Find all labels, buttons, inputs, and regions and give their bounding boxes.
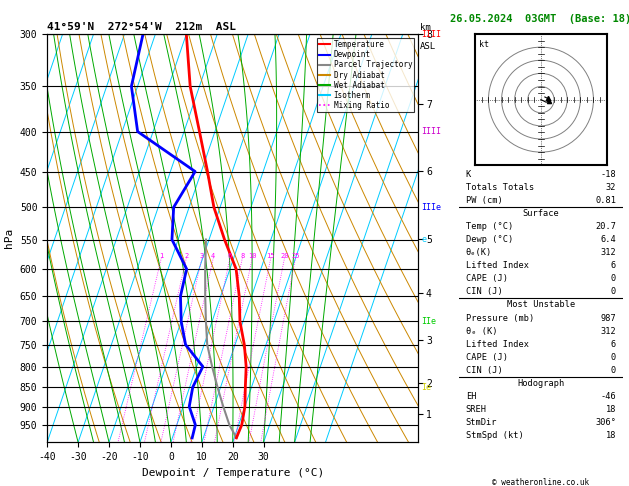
Text: 6: 6 bbox=[611, 340, 616, 348]
Text: 0.81: 0.81 bbox=[595, 196, 616, 205]
Text: kt: kt bbox=[479, 40, 489, 49]
Text: CAPE (J): CAPE (J) bbox=[465, 353, 508, 362]
Text: 26.05.2024  03GMT  (Base: 18): 26.05.2024 03GMT (Base: 18) bbox=[450, 14, 629, 24]
Text: © weatheronline.co.uk: © weatheronline.co.uk bbox=[493, 478, 589, 486]
Text: PW (cm): PW (cm) bbox=[465, 196, 503, 205]
Text: -18: -18 bbox=[601, 170, 616, 179]
Text: 18: 18 bbox=[606, 431, 616, 440]
Text: 6: 6 bbox=[611, 261, 616, 270]
Text: 18: 18 bbox=[606, 405, 616, 414]
Text: Lifted Index: Lifted Index bbox=[465, 340, 529, 348]
Text: 20.7: 20.7 bbox=[595, 222, 616, 231]
Text: 15: 15 bbox=[266, 253, 275, 259]
Text: 6.4: 6.4 bbox=[601, 235, 616, 244]
Legend: Temperature, Dewpoint, Parcel Trajectory, Dry Adiabat, Wet Adiabat, Isotherm, Mi: Temperature, Dewpoint, Parcel Trajectory… bbox=[317, 38, 415, 112]
Text: StmDir: StmDir bbox=[465, 418, 497, 427]
Text: 10: 10 bbox=[248, 253, 256, 259]
Text: 0: 0 bbox=[611, 366, 616, 375]
Text: 41°59'N  272°54'W  212m  ASL: 41°59'N 272°54'W 212m ASL bbox=[47, 22, 236, 32]
Text: 2: 2 bbox=[184, 253, 188, 259]
Text: IIII: IIII bbox=[421, 30, 442, 38]
Text: IIe: IIe bbox=[421, 317, 437, 326]
Text: Ie: Ie bbox=[421, 382, 431, 392]
Text: 25: 25 bbox=[291, 253, 299, 259]
Text: CAPE (J): CAPE (J) bbox=[465, 274, 508, 283]
Text: Temp (°C): Temp (°C) bbox=[465, 222, 513, 231]
Text: CIN (J): CIN (J) bbox=[465, 287, 503, 296]
Text: 0: 0 bbox=[611, 353, 616, 362]
Text: 20: 20 bbox=[280, 253, 289, 259]
Text: Most Unstable: Most Unstable bbox=[507, 300, 575, 310]
Text: Pressure (mb): Pressure (mb) bbox=[465, 313, 534, 323]
Text: km: km bbox=[420, 22, 430, 32]
Text: IIIe: IIIe bbox=[421, 203, 442, 212]
Text: 0: 0 bbox=[611, 287, 616, 296]
Text: EH: EH bbox=[465, 392, 476, 401]
Text: e: e bbox=[421, 235, 426, 244]
Text: IIII: IIII bbox=[421, 127, 442, 136]
Text: ASL: ASL bbox=[420, 42, 436, 51]
Text: Lifted Index: Lifted Index bbox=[465, 261, 529, 270]
Text: 4: 4 bbox=[211, 253, 215, 259]
Text: 312: 312 bbox=[601, 248, 616, 257]
Text: 312: 312 bbox=[601, 327, 616, 336]
Text: -46: -46 bbox=[601, 392, 616, 401]
Text: Totals Totals: Totals Totals bbox=[465, 183, 534, 192]
Text: θₑ (K): θₑ (K) bbox=[465, 327, 497, 336]
Text: θₑ(K): θₑ(K) bbox=[465, 248, 492, 257]
Text: Hodograph: Hodograph bbox=[517, 379, 565, 388]
Text: K: K bbox=[465, 170, 471, 179]
Text: Surface: Surface bbox=[523, 209, 559, 218]
Text: CIN (J): CIN (J) bbox=[465, 366, 503, 375]
Y-axis label: hPa: hPa bbox=[4, 228, 14, 248]
Text: StmSpd (kt): StmSpd (kt) bbox=[465, 431, 523, 440]
Text: 8: 8 bbox=[240, 253, 244, 259]
Text: 3: 3 bbox=[199, 253, 204, 259]
Text: 32: 32 bbox=[606, 183, 616, 192]
X-axis label: Dewpoint / Temperature (°C): Dewpoint / Temperature (°C) bbox=[142, 468, 324, 478]
Text: 1: 1 bbox=[159, 253, 164, 259]
Text: 6: 6 bbox=[228, 253, 232, 259]
Text: 306°: 306° bbox=[595, 418, 616, 427]
Text: SREH: SREH bbox=[465, 405, 487, 414]
Text: 0: 0 bbox=[611, 274, 616, 283]
Text: 987: 987 bbox=[601, 313, 616, 323]
Text: Dewp (°C): Dewp (°C) bbox=[465, 235, 513, 244]
